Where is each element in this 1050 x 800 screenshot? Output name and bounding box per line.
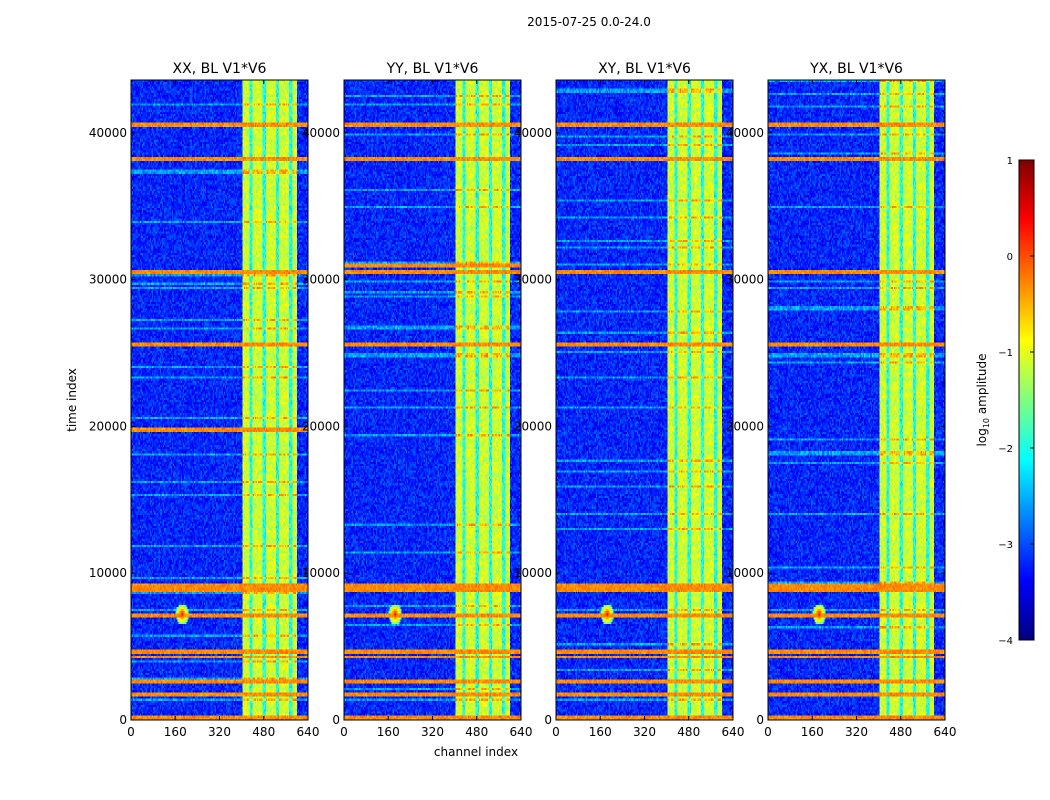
x-tick-label: 0: [764, 725, 772, 739]
heatmap-panel-3: XY, BL V1*V6 0 160 320 480 640 0 10000 20000 3000…: [514, 61, 745, 739]
heatmap-panel-1: XX, BL V1*V6 0 160 320 480 640 0 10000 20000 3000…: [89, 61, 320, 739]
x-tick-label: 0: [340, 725, 348, 739]
x-tick-label: 480: [465, 725, 488, 739]
colorbar-tick-label: −4: [998, 636, 1013, 647]
y-tick-label: 10000: [514, 566, 552, 580]
x-tick-label: 320: [845, 725, 868, 739]
x-tick-label: 160: [164, 725, 187, 739]
x-tick-label: 480: [677, 725, 700, 739]
y-tick-label: 0: [332, 713, 340, 727]
y-tick-label: 40000: [302, 126, 340, 140]
x-tick-label: 320: [208, 725, 231, 739]
heatmap-image: [131, 80, 308, 720]
colorbar-label-suffix: amplitude: [975, 354, 989, 418]
y-tick-label: 30000: [302, 273, 340, 287]
x-tick-label: 640: [934, 725, 957, 739]
colorbar-tick-label: −3: [998, 540, 1013, 551]
colorbar-tick-label: −2: [998, 444, 1013, 455]
y-tick-label: 0: [119, 713, 127, 727]
y-tick-label: 30000: [726, 273, 764, 287]
x-tick-label: 640: [722, 725, 745, 739]
colorbar-gradient: [1019, 160, 1034, 640]
heatmap-image: [344, 80, 521, 720]
panels: XX, BL V1*V6 0 160 320 480 640 0 10000 20000 3000…: [89, 61, 957, 739]
colorbar: 10−1−2−3−4 log10 amplitude: [975, 156, 1034, 647]
y-tick-label: 30000: [89, 273, 127, 287]
colorbar-tick-label: 0: [1007, 252, 1013, 263]
x-tick-label: 320: [633, 725, 656, 739]
y-tick-label: 40000: [726, 126, 764, 140]
x-tick-label: 480: [252, 725, 275, 739]
y-axis-label: time index: [65, 368, 79, 432]
y-tick-label: 20000: [726, 419, 764, 433]
heatmap-panel-2: YY, BL V1*V6 0 160 320 480 640 0 10000 20000 3000…: [302, 61, 533, 739]
y-tick-label: 20000: [302, 419, 340, 433]
x-tick-label: 640: [297, 725, 320, 739]
x-tick-label: 160: [801, 725, 824, 739]
heatmap-image: [768, 80, 945, 720]
panel-title: XX, BL V1*V6: [173, 61, 267, 77]
x-tick-label: 640: [510, 725, 533, 739]
panel-title: YY, BL V1*V6: [386, 61, 479, 77]
colorbar-tick-label: −1: [998, 348, 1013, 359]
panel-title: XY, BL V1*V6: [598, 61, 691, 77]
x-tick-label: 160: [589, 725, 612, 739]
figure-suptitle: 2015-07-25 0.0-24.0: [527, 15, 651, 29]
panel-title: YX, BL V1*V6: [809, 61, 903, 77]
y-tick-label: 30000: [514, 273, 552, 287]
x-axis-label: channel index: [434, 745, 518, 759]
colorbar-tick-label: 1: [1007, 156, 1013, 167]
y-tick-label: 10000: [89, 566, 127, 580]
x-tick-label: 320: [421, 725, 444, 739]
y-tick-label: 40000: [514, 126, 552, 140]
y-tick-label: 10000: [302, 566, 340, 580]
x-tick-label: 0: [127, 725, 135, 739]
waterfall-figure: 2015-07-25 0.0-24.0 XX, BL V1*V6 0 160 320 4…: [0, 0, 1050, 800]
y-tick-label: 10000: [726, 566, 764, 580]
x-tick-label: 0: [552, 725, 560, 739]
y-tick-label: 20000: [514, 419, 552, 433]
heatmap-image: [556, 80, 733, 720]
y-tick-label: 0: [544, 713, 552, 727]
heatmap-panel-4: YX, BL V1*V6 0 160 320 480 640 0 10000 20000 3000…: [726, 61, 957, 739]
x-tick-label: 480: [889, 725, 912, 739]
y-tick-label: 40000: [89, 126, 127, 140]
colorbar-label-subscript: 10: [982, 418, 991, 428]
colorbar-label: log10 amplitude: [975, 354, 991, 447]
x-tick-label: 160: [377, 725, 400, 739]
colorbar-label-prefix: log: [975, 428, 989, 446]
y-tick-label: 0: [756, 713, 764, 727]
y-tick-label: 20000: [89, 419, 127, 433]
